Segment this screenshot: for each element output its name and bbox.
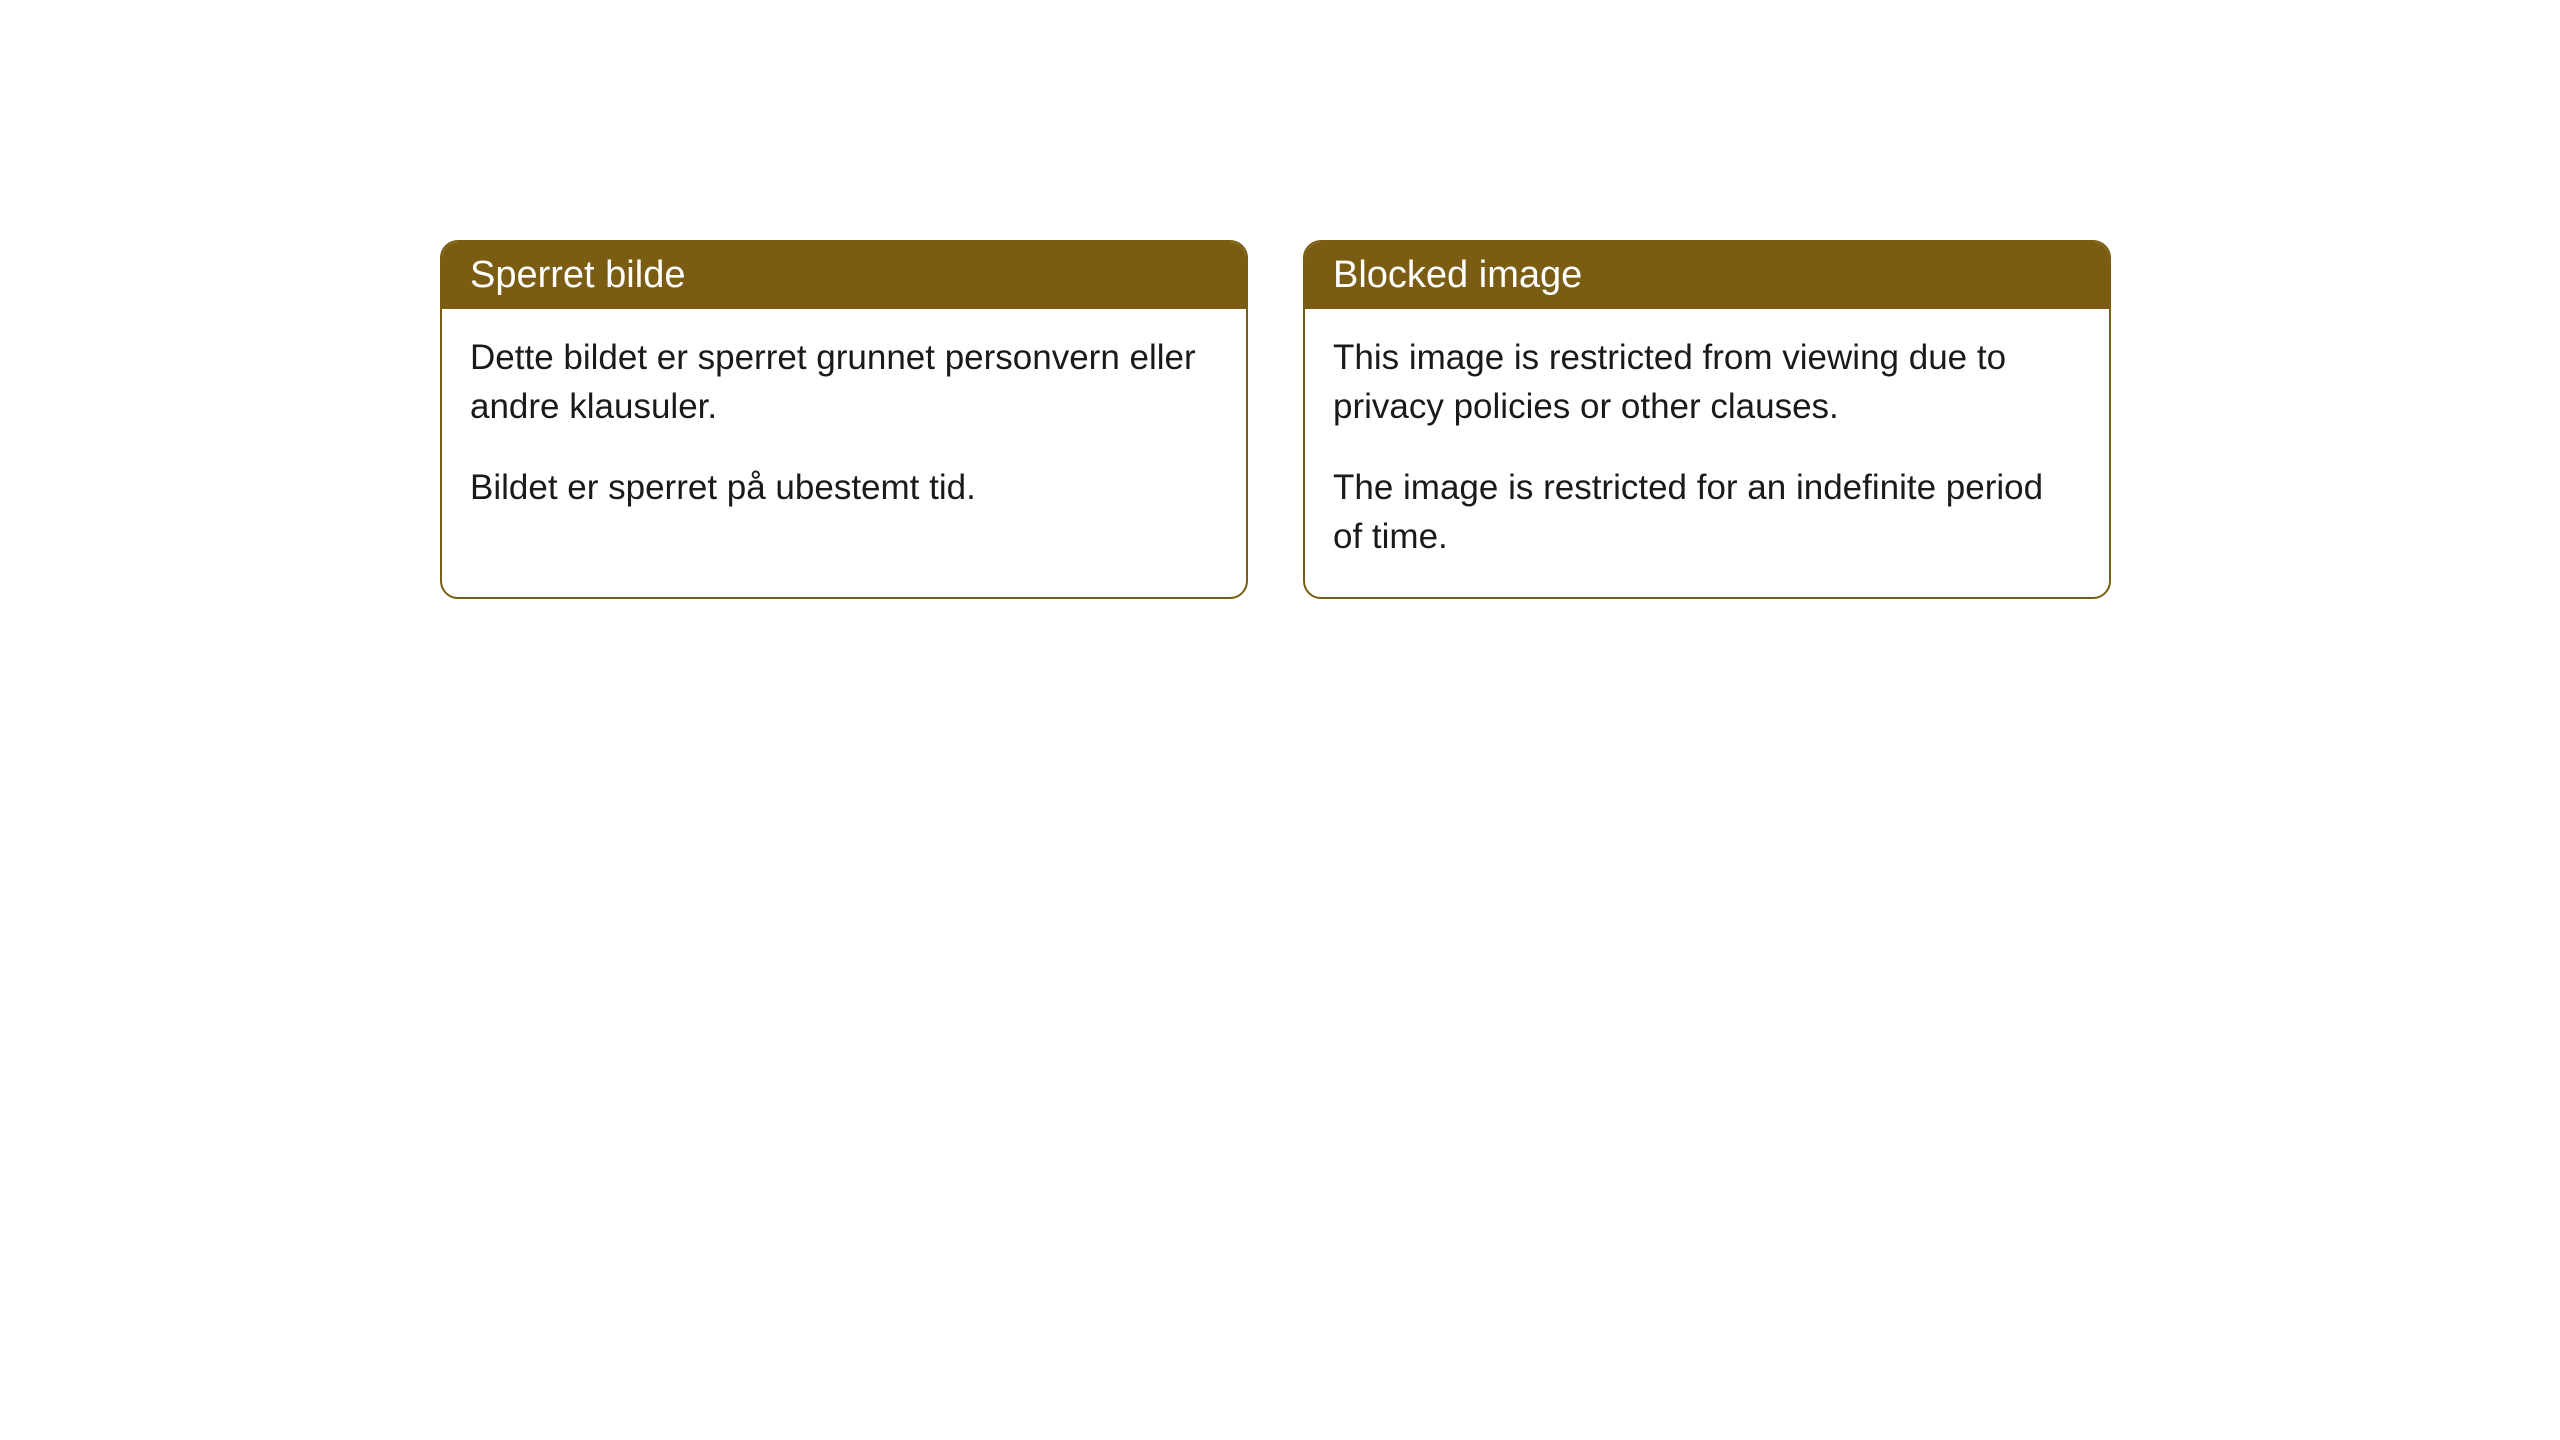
card-body-no: Dette bildet er sperret grunnet personve… xyxy=(442,309,1246,548)
card-header-en: Blocked image xyxy=(1305,242,2109,309)
blocked-image-card-no: Sperret bilde Dette bildet er sperret gr… xyxy=(440,240,1248,599)
card-body-en: This image is restricted from viewing du… xyxy=(1305,309,2109,597)
notice-container: Sperret bilde Dette bildet er sperret gr… xyxy=(0,0,2560,599)
card-paragraph: Bildet er sperret på ubestemt tid. xyxy=(470,463,1218,512)
card-header-no: Sperret bilde xyxy=(442,242,1246,309)
blocked-image-card-en: Blocked image This image is restricted f… xyxy=(1303,240,2111,599)
card-paragraph: Dette bildet er sperret grunnet personve… xyxy=(470,333,1218,431)
card-paragraph: The image is restricted for an indefinit… xyxy=(1333,463,2081,561)
card-paragraph: This image is restricted from viewing du… xyxy=(1333,333,2081,431)
